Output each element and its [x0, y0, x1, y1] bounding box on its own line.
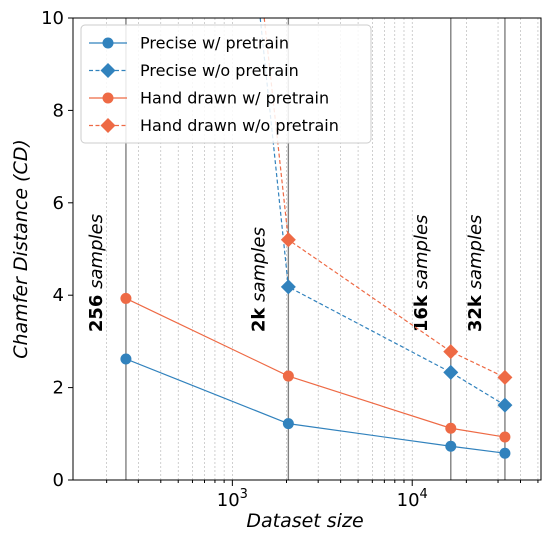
data-point-circle	[445, 440, 457, 452]
series-line	[125, 358, 506, 454]
data-point-circle	[102, 37, 114, 49]
legend-item: Precise w/o pretrain	[89, 61, 299, 80]
x-tick-label: 103	[217, 487, 248, 511]
series-line	[263, 18, 506, 378]
data-point-circle	[102, 92, 114, 104]
legend-item: Precise w/ pretrain	[89, 34, 289, 53]
series	[120, 292, 511, 443]
legend-box	[80, 24, 372, 144]
data-point-circle	[282, 370, 294, 382]
sample-annotation: 32k samples	[465, 215, 486, 333]
y-tick-label: 2	[53, 378, 64, 399]
data-point-circle	[445, 422, 457, 434]
legend-label: Hand drawn w/o pretrain	[140, 116, 339, 135]
data-point-circle	[120, 292, 132, 304]
data-point-diamond	[497, 397, 513, 413]
legend-item: Hand drawn w/ pretrain	[89, 89, 329, 108]
data-point-diamond	[280, 232, 296, 248]
x-axis-title: Dataset size	[246, 510, 363, 532]
series	[263, 18, 513, 385]
y-tick-label: 8	[53, 100, 64, 121]
annotation-unit: samples	[248, 227, 269, 308]
x-tick-exponent: 3	[240, 487, 248, 502]
data-point-circle	[499, 431, 511, 443]
data-point-diamond	[443, 344, 459, 360]
annotation-count: 256	[86, 295, 107, 333]
legend-label: Precise w/o pretrain	[140, 61, 299, 80]
annotation-count: 2k	[248, 307, 269, 333]
data-point-diamond	[497, 369, 513, 385]
legend: Precise w/ pretrain Precise w/o pretrain H…	[80, 24, 372, 144]
y-axis-title: Chamfer Distance (CD)	[10, 139, 32, 359]
y-tick-label: 4	[53, 285, 64, 306]
data-point-circle	[282, 418, 294, 430]
x-tick-label: 104	[397, 487, 428, 511]
series-line	[125, 297, 506, 438]
y-tick-label: 6	[53, 193, 64, 214]
y-tick-label: 0	[53, 470, 64, 491]
annotation-count: 16k	[411, 294, 432, 332]
data-point-diamond	[280, 279, 296, 295]
sample-annotation: 16k samples	[411, 215, 432, 333]
annotation-unit: samples	[465, 215, 486, 296]
annotation-unit: samples	[411, 215, 432, 296]
x-axis: 103 104	[106, 480, 539, 511]
data-point-diamond	[100, 118, 116, 133]
data-point-diamond	[443, 364, 459, 380]
legend-label: Precise w/ pretrain	[140, 34, 289, 53]
annotation-unit: samples	[86, 214, 107, 295]
x-tick-base: 10	[217, 490, 240, 511]
data-point-circle	[120, 353, 132, 365]
series	[120, 353, 511, 459]
legend-label: Hand drawn w/ pretrain	[140, 89, 329, 108]
sample-annotation: 256 samples	[86, 214, 107, 332]
data-point-circle	[499, 447, 511, 459]
data-point-diamond	[100, 63, 116, 78]
y-tick-label: 10	[41, 8, 64, 29]
x-tick-base: 10	[397, 490, 420, 511]
annotation-count: 32k	[465, 294, 486, 332]
sample-annotation: 2k samples	[248, 227, 269, 332]
legend-item: Hand drawn w/o pretrain	[89, 116, 339, 135]
x-tick-exponent: 4	[420, 487, 428, 502]
plot-frame	[72, 17, 542, 481]
y-axis: 0 2 4 6 8 10	[41, 8, 73, 491]
